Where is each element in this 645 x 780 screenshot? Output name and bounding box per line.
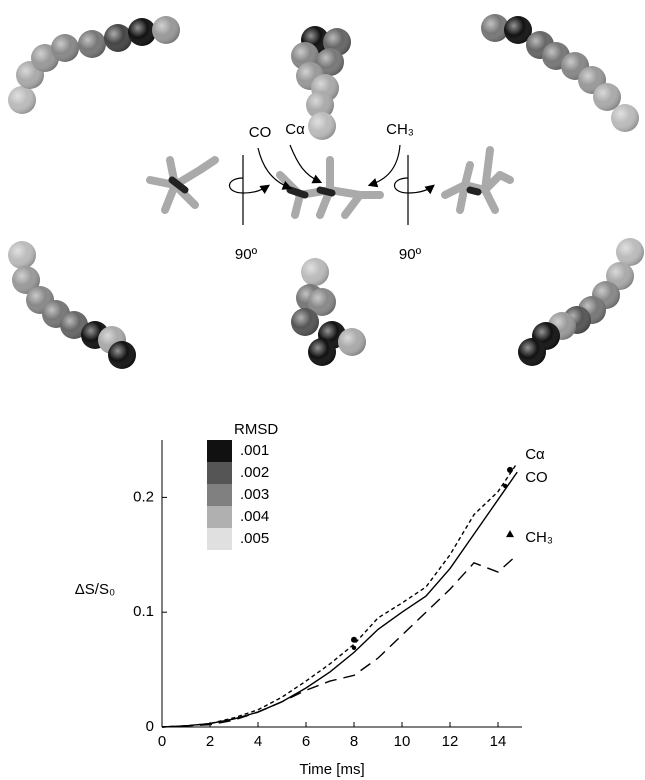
diagram-label: 90º — [235, 246, 258, 263]
sphere-shine — [308, 112, 336, 140]
marker — [503, 484, 507, 488]
sphere-shine — [51, 34, 79, 62]
y-tick-label: 0 — [146, 718, 154, 735]
legend-title: RMSD — [234, 421, 278, 438]
sphere-shine — [611, 104, 639, 132]
legend-label: .005 — [240, 530, 269, 547]
sphere-shine — [152, 16, 180, 44]
y-axis-label: ΔS/S₀ — [75, 581, 115, 598]
molecules — [150, 150, 510, 215]
marker — [506, 530, 514, 537]
diagram-label: CO — [249, 124, 272, 141]
legend-label: .002 — [240, 464, 269, 481]
sphere-shine — [78, 30, 106, 58]
legend-label: .001 — [240, 442, 269, 459]
sphere-shine — [518, 338, 546, 366]
y-tick-label: 0.1 — [133, 603, 154, 620]
x-tick-label: 14 — [490, 733, 507, 750]
series-line — [162, 555, 517, 727]
x-tick-label: 6 — [302, 733, 310, 750]
legend-swatch — [207, 484, 232, 506]
sphere-shine — [8, 241, 36, 269]
sphere-shine — [8, 86, 36, 114]
sphere-shine — [308, 338, 336, 366]
legend-swatch — [207, 440, 232, 462]
sphere-shine — [301, 258, 329, 286]
y-tick-label: 0.2 — [133, 488, 154, 505]
diagram-label: 90º — [399, 246, 422, 263]
x-tick-label: 0 — [158, 733, 166, 750]
legend-label: .004 — [240, 508, 269, 525]
diagram-label: Cα — [285, 121, 305, 138]
series-label: Cα — [525, 446, 545, 463]
marker — [507, 467, 513, 473]
sphere-shine — [104, 24, 132, 52]
sphere-shine — [108, 341, 136, 369]
x-axis-label: Time [ms] — [299, 761, 364, 778]
sphere-shine — [616, 238, 644, 266]
sphere-shine — [291, 308, 319, 336]
series-label: CO — [525, 469, 548, 486]
x-tick-label: 2 — [206, 733, 214, 750]
series-label: CH₃ — [525, 529, 553, 546]
marker — [351, 637, 357, 643]
legend-swatch — [207, 528, 232, 550]
legend-swatch — [207, 506, 232, 528]
x-tick-label: 10 — [394, 733, 411, 750]
sphere-shine — [128, 18, 156, 46]
legend-swatch — [207, 462, 232, 484]
chart: 0 0.1 0.2 0 2 4 6 8 10 12 14 Time [ms] ΔS/S₀ Cα CO CH₃ R… — [75, 421, 553, 778]
x-tick-label: 8 — [350, 733, 358, 750]
legend-label: .003 — [240, 486, 269, 503]
diagram-label: CH₃ — [386, 121, 414, 138]
x-tick-label: 12 — [442, 733, 459, 750]
figure: CO Cα CH₃ 90º 90º 0 0.1 0.2 0 2 4 6 8 10 12 14 Time… — [0, 0, 645, 780]
marker — [352, 646, 356, 650]
x-tick-label: 4 — [254, 733, 262, 750]
sphere-shine — [338, 328, 366, 356]
